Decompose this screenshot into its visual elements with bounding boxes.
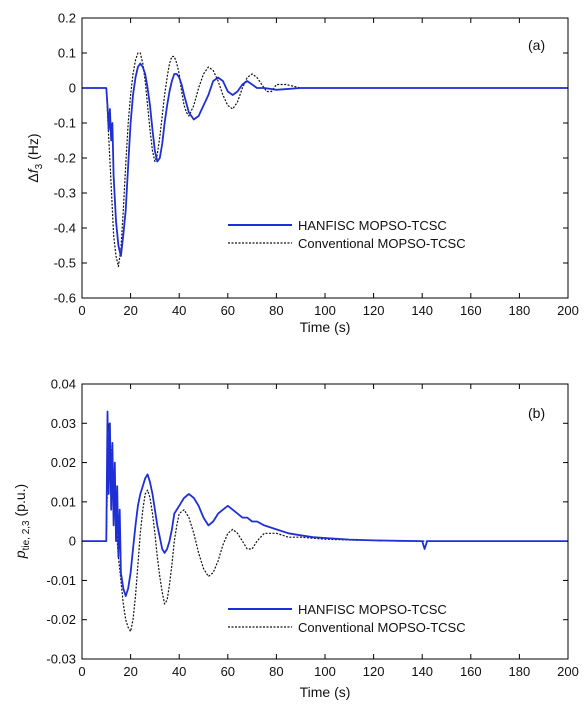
x-tick-label: 0 xyxy=(78,664,85,679)
x-tick-label: 160 xyxy=(460,664,482,679)
series-line-conventional xyxy=(82,52,568,268)
y-tick-label: -0.4 xyxy=(54,221,76,236)
y-tick-label: 0.02 xyxy=(51,455,76,470)
y-tick-label: -0.5 xyxy=(54,256,76,271)
chart-b-y-ticks: -0.03 -0.02 -0.01 0 0.01 0.02 0.03 0.04 xyxy=(46,377,568,667)
x-tick-label: 100 xyxy=(314,303,336,318)
y-tick-label: 0.1 xyxy=(58,46,76,61)
x-tick-label: 40 xyxy=(172,303,186,318)
series-line-hanfisc xyxy=(82,62,568,257)
x-tick-label: 120 xyxy=(363,664,385,679)
series-line-conventional xyxy=(82,422,568,633)
x-tick-label: 180 xyxy=(509,664,531,679)
legend-label-hanfisc: HANFISC MOPSO-TCSC xyxy=(298,602,447,617)
x-tick-label: 60 xyxy=(221,303,235,318)
x-tick-label: 200 xyxy=(557,303,579,318)
x-tick-label: 20 xyxy=(123,664,137,679)
y-tick-label: -0.2 xyxy=(54,151,76,166)
x-tick-label: 200 xyxy=(557,664,579,679)
y-tick-label: -0.3 xyxy=(54,186,76,201)
chart-b-x-axis-label: Time (s) xyxy=(300,684,351,700)
legend-label-conventional: Conventional MOPSO-TCSC xyxy=(298,236,466,251)
x-tick-label: 40 xyxy=(172,664,186,679)
chart-a-y-axis-label: Δf3 (Hz) xyxy=(25,133,45,182)
chart-b-legend: HANFISC MOPSO-TCSC Conventional MOPSO-TC… xyxy=(228,602,466,635)
chart-a-legend: HANFISC MOPSO-TCSC Conventional MOPSO-TC… xyxy=(228,218,466,251)
chart-a-plot-frame xyxy=(81,17,569,299)
y-tick-label: -0.1 xyxy=(54,116,76,131)
y-tick-label: -0.6 xyxy=(54,291,76,306)
x-tick-label: 140 xyxy=(411,664,433,679)
x-tick-label: 160 xyxy=(460,303,482,318)
x-tick-label: 60 xyxy=(221,664,235,679)
y-tick-label: 0 xyxy=(69,81,76,96)
y-tick-label: 0 xyxy=(69,534,76,549)
chart-b-plot-frame xyxy=(81,383,569,660)
chart-a-panel-label: (a) xyxy=(528,37,545,53)
chart-a-x-axis-label: Time (s) xyxy=(300,319,351,335)
y-tick-label: 0.04 xyxy=(51,377,76,392)
chart-a-x-ticks: 0 20 40 60 80 100 120 140 160 180 200 xyxy=(78,18,579,318)
x-tick-label: 0 xyxy=(78,303,85,318)
y-tick-label: -0.03 xyxy=(46,652,76,667)
chart-b-y-axis-label: ptie, 2,3 (p.u.) xyxy=(12,484,32,559)
x-tick-label: 80 xyxy=(269,664,283,679)
chart-b-panel-label: (b) xyxy=(528,405,545,421)
y-tick-label: -0.02 xyxy=(46,612,76,627)
y-tick-label: 0.01 xyxy=(51,494,76,509)
y-tick-label: -0.01 xyxy=(46,573,76,588)
y-tick-label: 0.03 xyxy=(51,416,76,431)
x-tick-label: 180 xyxy=(509,303,531,318)
x-tick-label: 80 xyxy=(269,303,283,318)
chart-a-lines xyxy=(82,52,568,268)
x-tick-label: 20 xyxy=(123,303,137,318)
x-tick-label: 120 xyxy=(363,303,385,318)
chart-b-x-ticks: 0 20 40 60 80 100 120 140 160 180 200 xyxy=(78,384,579,679)
legend-label-hanfisc: HANFISC MOPSO-TCSC xyxy=(298,218,447,233)
x-tick-label: 100 xyxy=(314,664,336,679)
series-line-hanfisc xyxy=(82,410,568,597)
y-tick-label: 0.2 xyxy=(58,11,76,26)
legend-label-conventional: Conventional MOPSO-TCSC xyxy=(298,620,466,635)
chart-b-lines xyxy=(82,410,568,633)
x-tick-label: 140 xyxy=(411,303,433,318)
chart-a: 0 20 40 60 80 100 120 140 160 180 200 -0.6 -0.5 -0.4… xyxy=(25,11,579,336)
chart-a-y-ticks: -0.6 -0.5 -0.4 -0.3 -0.2 -0.1 0 0.1 0.2 xyxy=(54,11,568,306)
chart-b: 0 20 40 60 80 100 120 140 160 180 200 -0.03-0.02-0… xyxy=(12,377,579,701)
